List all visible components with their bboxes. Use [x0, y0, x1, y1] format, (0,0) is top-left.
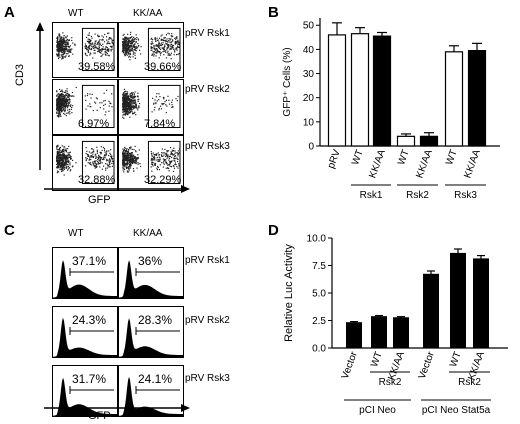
- panel-a-row-label-rsk3: pRV Rsk3: [185, 141, 230, 152]
- panel-b-letter: B: [268, 4, 279, 21]
- panel-a-dotplot-r2-c1: [52, 79, 118, 135]
- y-tick-label: 0: [308, 142, 314, 153]
- panel-c-xaxis-arrow: [44, 404, 190, 412]
- y-tick-label: 10.0: [307, 234, 327, 245]
- panel-a-header-wt: WT: [68, 8, 84, 19]
- bar: [372, 35, 392, 147]
- gate-rectangle: [147, 84, 181, 129]
- x-tick-label: KK/AA: [367, 148, 388, 180]
- panel-c-row-label-rsk2: pRV Rsk2: [185, 315, 230, 326]
- group-label: Rsk2: [379, 377, 402, 388]
- group-label: Rsk1: [360, 190, 383, 201]
- bar: [346, 322, 362, 349]
- bar: [423, 273, 439, 349]
- x-tick-label: WT: [369, 350, 385, 368]
- panel-a-dotplot-r1-c1: [52, 22, 118, 78]
- y-tick-label: 0.0: [312, 344, 326, 355]
- x-tick-label: WT: [444, 148, 460, 166]
- bar: [444, 51, 464, 147]
- panel-c-percent-r2-c2: 28.3%: [138, 313, 173, 327]
- panel-a-dotplot-r3-c2: [118, 135, 184, 191]
- panel-a-dotplot-r3-c1: [52, 135, 118, 191]
- gate-rectangle: [81, 27, 115, 72]
- gate-rectangle: [147, 27, 181, 72]
- bar: [350, 33, 370, 147]
- panel-a-row-label-rsk1: pRV Rsk1: [185, 28, 230, 39]
- histogram-fill: [119, 318, 183, 357]
- gate-rectangle: [81, 84, 115, 129]
- panel-a-dotplot-r2-c2: [118, 79, 184, 135]
- y-tick-label: 40: [303, 45, 315, 56]
- group-label: Rsk2: [458, 377, 481, 388]
- construct-label: pCI Neo: [359, 405, 396, 416]
- bar: [419, 135, 439, 147]
- histogram-fill: [53, 317, 117, 357]
- panel-a-percent-r3-c2: 32.29%: [144, 174, 182, 186]
- histogram-fill: [119, 260, 183, 298]
- bar: [327, 34, 347, 147]
- panel-c-row-label-rsk1: pRV Rsk1: [185, 255, 230, 266]
- y-tick-label: 30: [303, 69, 315, 80]
- group-label: Rsk3: [454, 190, 477, 201]
- panel-c-percent-r1-c1: 37.1%: [72, 254, 107, 268]
- x-tick-label: WT: [396, 148, 412, 166]
- panel-c-header-kkaa: KK/AA: [133, 228, 163, 239]
- panel-a-letter: A: [4, 4, 15, 21]
- panel-a-percent-r1-c1: 39.58%: [78, 61, 116, 73]
- y-tick-label: 50: [303, 21, 315, 32]
- panel-c-percent-r3-c2: 24.1%: [138, 372, 173, 386]
- panel-a-percent-r1-c2: 39.66%: [144, 61, 182, 73]
- panel-a-percent-r3-c1: 32.88%: [78, 174, 116, 186]
- panel-c-histogram-r2-c1: [52, 306, 118, 358]
- bar: [467, 50, 487, 147]
- y-tick-label: 10: [303, 117, 315, 128]
- x-tick-label: WT: [350, 148, 366, 166]
- y-tick-label: 5.0: [312, 289, 326, 300]
- construct-label: pCI Neo Stat5a: [422, 405, 491, 416]
- panel-c-percent-r1-c2: 36%: [138, 254, 163, 268]
- panel-a-percent-r2-c2: 7.84%: [144, 118, 176, 130]
- x-tick-label: KK/AA: [462, 148, 483, 180]
- panel-a-dotplot-r1-c2: [118, 22, 184, 78]
- panel-c-histogram-r1-c2: [118, 247, 184, 299]
- y-axis-label: GFP⁺ Cells (%): [282, 47, 293, 116]
- x-tick-label: Vector: [340, 350, 360, 381]
- panel-c-percent-r3-c1: 31.7%: [72, 372, 107, 386]
- bar: [396, 135, 416, 147]
- y-tick-label: 7.5: [312, 261, 326, 272]
- bar: [450, 252, 466, 349]
- panel-a-yaxis-label: CD3: [14, 63, 26, 86]
- bar: [393, 317, 409, 349]
- gate-rectangle: [81, 140, 115, 185]
- panel-d-bar-chart: 0.0 2.5 5.0 7.5 10.0 Relative Luc Activity Vec…: [283, 234, 508, 416]
- panel-c-row-label-rsk3: pRV Rsk3: [185, 373, 230, 384]
- panel-c-histogram-r2-c2: [118, 306, 184, 358]
- bar: [473, 258, 489, 349]
- histogram-fill: [53, 260, 117, 298]
- panel-a-percent-r2-c1: 6.97%: [78, 118, 110, 130]
- group-label: Rsk2: [406, 190, 429, 201]
- y-tick-label: 2.5: [312, 316, 326, 327]
- panel-a-header-kkaa: KK/AA: [133, 8, 163, 19]
- bar: [371, 316, 387, 349]
- panel-a-xaxis-label: GFP: [88, 194, 111, 206]
- y-tick-label: 20: [303, 93, 315, 104]
- panel-c-header-wt: WT: [68, 228, 84, 239]
- x-tick-label: WT: [448, 350, 464, 368]
- x-tick-label: KK/AA: [414, 148, 435, 180]
- y-axis-label: Relative Luc Activity: [283, 244, 295, 342]
- panel-a-yaxis-arrow: [36, 22, 44, 170]
- panel-c-percent-r2-c1: 24.3%: [72, 313, 107, 327]
- panel-a-xaxis-arrow: [44, 185, 190, 193]
- panel-c-xaxis-label: GFP: [88, 410, 111, 422]
- panel-c-letter: C: [4, 222, 15, 239]
- x-tick-label: pRV: [326, 148, 343, 170]
- panel-c-histogram-r1-c1: [52, 247, 118, 299]
- x-tick-label: Vector: [417, 350, 437, 381]
- panel-a-row-label-rsk2: pRV Rsk2: [185, 84, 230, 95]
- gate-rectangle: [147, 140, 181, 185]
- panel-d-letter: D: [268, 222, 279, 239]
